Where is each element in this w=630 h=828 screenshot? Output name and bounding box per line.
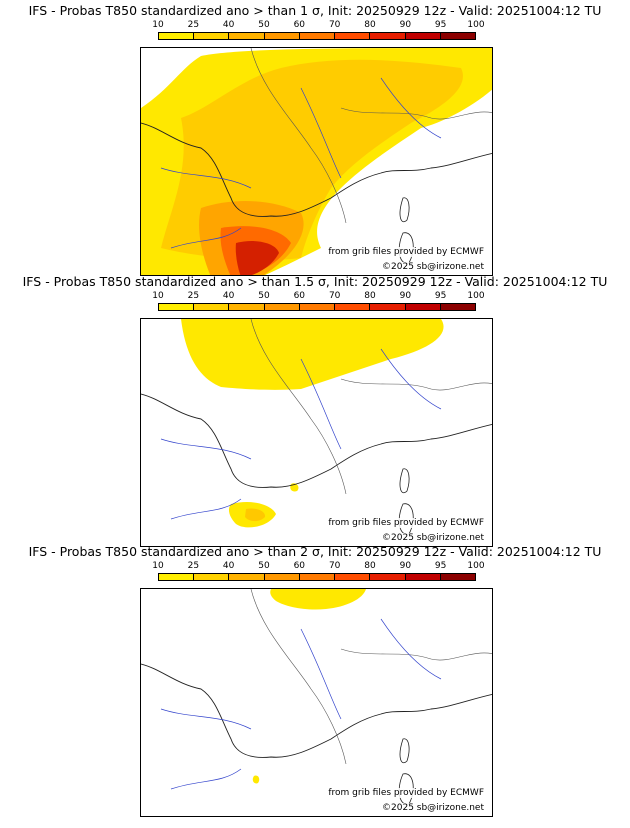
colorbar-tick: 40 [222, 20, 235, 30]
river-line [160, 77, 442, 249]
copyright-label: ©2025 sb@irizone.net [380, 262, 486, 272]
map-canvas [141, 48, 492, 275]
prob-area-25-south [245, 508, 266, 522]
border-line [250, 589, 492, 765]
colorbar-tick: 40 [222, 561, 235, 571]
prob-area-light-spot [252, 775, 260, 784]
border-line [250, 48, 492, 224]
border-line [250, 319, 492, 495]
colorbar-segment [299, 304, 336, 310]
colorbar-segment [264, 304, 300, 310]
colorbar-tick: 90 [399, 20, 412, 30]
colorbar-tick: 60 [293, 291, 306, 301]
colorbar-tick: 25 [187, 291, 200, 301]
panel-1-5sigma: IFS - Probas T850 standardized ano > tha… [0, 271, 630, 547]
colorbar-segment [405, 304, 441, 310]
colorbar-tick: 10 [152, 561, 164, 571]
colorbar-ticks: 10 25 40 50 60 70 80 90 95 100 [152, 561, 484, 572]
colorbar-segment [440, 33, 475, 39]
colorbar-ticks: 10 25 40 50 60 70 80 90 95 100 [152, 20, 484, 31]
colorbar-segment [370, 304, 406, 310]
colorbar-tick: 95 [434, 20, 447, 30]
colorbar-segment [335, 33, 371, 39]
colorbar-segment [194, 574, 230, 580]
colorbar-tick: 50 [258, 561, 270, 571]
colorbar-tick: 25 [187, 561, 200, 571]
prob-area-light [270, 589, 366, 610]
colorbar-tick: 70 [328, 561, 341, 571]
probability-map: from grib files provided by ECMWF ©2025 … [140, 588, 493, 817]
colorbar-segment [335, 304, 371, 310]
panel-title: IFS - Probas T850 standardized ano > tha… [22, 274, 608, 289]
colorbar-tick: 100 [467, 291, 485, 301]
colorbar-segment [440, 574, 475, 580]
colorbar-segment [159, 304, 195, 310]
corsica-island [399, 468, 410, 494]
colorbar-tick: 95 [434, 291, 447, 301]
colorbar-tick: 40 [222, 291, 235, 301]
colorbar-tick: 60 [293, 561, 306, 571]
source-credit: from grib files provided by ECMWF [326, 247, 486, 257]
panel-title: IFS - Probas T850 standardized ano > tha… [28, 544, 602, 559]
panel-1sigma: IFS - Probas T850 standardized ano > tha… [0, 0, 630, 276]
river-line [160, 618, 442, 790]
colorbar [158, 303, 476, 311]
colorbar-tick: 80 [364, 291, 376, 301]
colorbar-segment [159, 33, 195, 39]
probability-map: from grib files provided by ECMWF ©2025 … [140, 47, 493, 276]
colorbar-segment [405, 574, 441, 580]
colorbar-segment [370, 574, 406, 580]
colorbar-segment [194, 33, 230, 39]
colorbar-tick: 50 [258, 20, 270, 30]
copyright-label: ©2025 sb@irizone.net [380, 533, 486, 543]
colorbar-segment [299, 33, 336, 39]
colorbar-segment [405, 33, 441, 39]
corsica-island [399, 738, 410, 764]
probability-map: from grib files provided by ECMWF ©2025 … [140, 318, 493, 547]
colorbar-tick: 70 [328, 291, 341, 301]
colorbar-tick: 90 [399, 291, 412, 301]
colorbar-tick: 10 [152, 291, 164, 301]
river-line [160, 348, 442, 520]
colorbar-segment [440, 304, 475, 310]
panel-title: IFS - Probas T850 standardized ano > tha… [28, 3, 602, 18]
colorbar-tick: 80 [364, 20, 376, 30]
colorbar-segment [264, 574, 300, 580]
colorbar-segment [229, 304, 265, 310]
copyright-label: ©2025 sb@irizone.net [380, 803, 486, 813]
prob-area-80 [235, 241, 279, 275]
colorbar-segment [370, 33, 406, 39]
colorbar-segment [159, 574, 195, 580]
colorbar-tick: 100 [467, 561, 485, 571]
colorbar-tick: 90 [399, 561, 412, 571]
colorbar-tick: 70 [328, 20, 341, 30]
colorbar-segment [335, 574, 371, 580]
colorbar-segment [264, 33, 300, 39]
map-canvas [141, 589, 492, 805]
coastline [141, 663, 492, 758]
colorbar-tick: 10 [152, 20, 164, 30]
panel-2sigma: IFS - Probas T850 standardized ano > tha… [0, 541, 630, 817]
colorbar [158, 32, 476, 40]
colorbar-tick: 80 [364, 561, 376, 571]
map-canvas [141, 319, 492, 535]
coastline [141, 122, 492, 217]
coastline [141, 393, 492, 488]
source-credit: from grib files provided by ECMWF [326, 788, 486, 798]
colorbar-tick: 95 [434, 561, 447, 571]
colorbar-tick: 100 [467, 20, 485, 30]
colorbar-ticks: 10 25 40 50 60 70 80 90 95 100 [152, 291, 484, 302]
colorbar-segment [229, 33, 265, 39]
colorbar-segment [229, 574, 265, 580]
colorbar-tick: 25 [187, 20, 200, 30]
colorbar-segment [299, 574, 336, 580]
corsica-island [399, 197, 410, 223]
colorbar-tick: 50 [258, 291, 270, 301]
prob-area-light [181, 319, 444, 390]
colorbar-tick: 60 [293, 20, 306, 30]
source-credit: from grib files provided by ECMWF [326, 518, 486, 528]
colorbar [158, 573, 476, 581]
colorbar-segment [194, 304, 230, 310]
